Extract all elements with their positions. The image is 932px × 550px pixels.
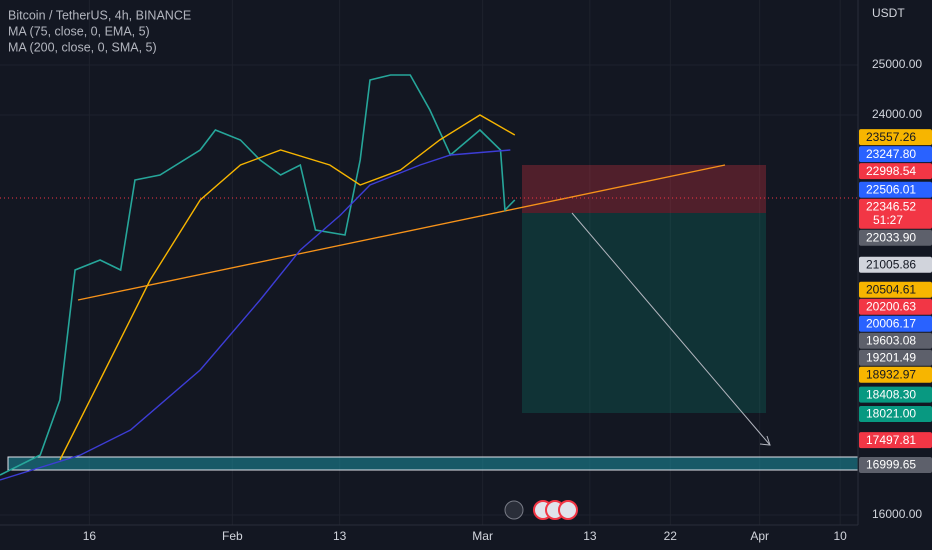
stop-zone (522, 165, 766, 213)
y-tick-label: 25000.00 (872, 57, 922, 71)
price-label-bg (859, 457, 932, 474)
price-label: 18021.00 (866, 407, 916, 421)
drawings (0, 164, 859, 471)
price-label: 22506.01 (866, 182, 916, 196)
x-tick-label: 13 (333, 529, 347, 543)
price-label-bg (859, 146, 932, 163)
price-label: 22346.52 (866, 199, 916, 213)
price-label: 18408.30 (866, 387, 916, 401)
price-label-bg (859, 366, 932, 383)
price-label-bg (859, 349, 932, 366)
price-label: 16999.65 (866, 458, 916, 472)
x-tick-label: 16 (83, 529, 97, 543)
price-label: 19201.49 (866, 350, 916, 364)
price-label-bg (859, 256, 932, 273)
y-tick-label: 24000.00 (872, 107, 922, 121)
indicator-legend: MA (200, close, 0, SMA, 5) (8, 40, 157, 54)
price-label: 23247.80 (866, 147, 916, 161)
price-label-bg (859, 229, 932, 246)
price-label: 23557.26 (866, 130, 916, 144)
y-tick-label: 16000.00 (872, 507, 922, 521)
price-label: 19603.08 (866, 333, 916, 347)
currency: USDT (872, 6, 905, 20)
price-label: 20006.17 (866, 316, 916, 330)
price-label: 17497.81 (866, 433, 916, 447)
arrow-head (759, 435, 771, 446)
target-zone (522, 213, 766, 413)
grid (0, 0, 858, 525)
x-tick-label: Feb (222, 529, 243, 543)
moving-average (59, 114, 516, 461)
event-icon[interactable] (504, 500, 524, 520)
indicator-legend: MA (75, close, 0, EMA, 5) (8, 24, 150, 38)
price-label-bg (859, 315, 932, 332)
event-icons[interactable] (504, 500, 578, 520)
x-tick-label: 22 (664, 529, 678, 543)
x-tick-label: Apr (750, 529, 769, 543)
price-label-bg (859, 298, 932, 315)
price-label: 22998.54 (866, 164, 916, 178)
x-tick-label: 10 (833, 529, 847, 543)
x-tick-label: 13 (583, 529, 597, 543)
x-tick-label: Mar (472, 529, 493, 543)
price-label: 18932.97 (866, 367, 916, 381)
event-icon[interactable] (558, 500, 578, 520)
price-label: 20200.63 (866, 299, 916, 313)
price-label-bg (859, 198, 932, 229)
price-label-bg (859, 129, 932, 146)
moving-average (0, 149, 511, 481)
price-label: 20504.61 (866, 282, 916, 296)
price-label-bg (859, 163, 932, 180)
price-label: 22033.90 (866, 230, 916, 244)
symbol-title: Bitcoin / TetherUS, 4h, BINANCE (8, 8, 191, 22)
price-label-bg (859, 386, 932, 403)
price-label: 21005.86 (866, 257, 916, 271)
price-label-bg (859, 332, 932, 349)
price-label-bg (859, 405, 932, 422)
price-label-bg (859, 181, 932, 198)
trendline (77, 164, 726, 301)
support-box (7, 456, 859, 471)
price-label-bg (859, 432, 932, 449)
price-line-series (0, 74, 516, 476)
projection-arrow (571, 212, 771, 446)
countdown: 51:27 (873, 213, 903, 227)
price-label-bg (859, 281, 932, 298)
